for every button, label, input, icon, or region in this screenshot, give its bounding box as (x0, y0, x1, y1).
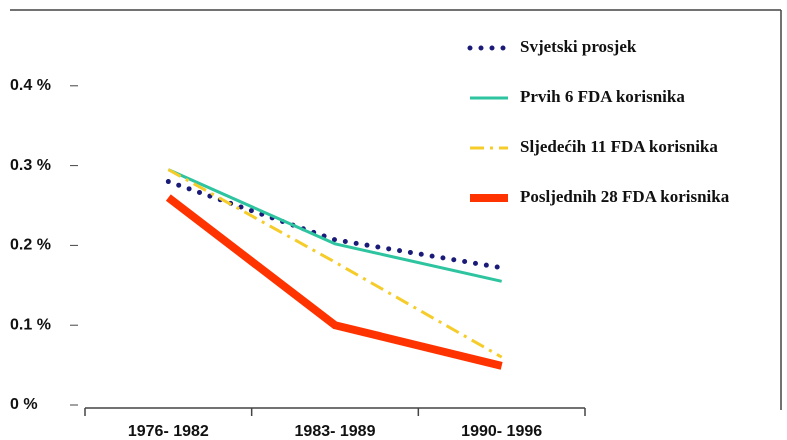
y-tick-label: 0 % (10, 396, 38, 413)
x-tick-label: 1976- 1982 (128, 423, 209, 440)
series-line (165, 179, 505, 271)
series-line (165, 194, 503, 370)
y-tick-label: 0.4 % (10, 77, 51, 94)
y-tick-label: 0.2 % (10, 237, 51, 254)
x-tick-label: 1983- 1989 (295, 423, 376, 440)
y-tick-label: 0.3 % (10, 157, 51, 174)
y-tick-label: 0.1 % (10, 316, 51, 333)
x-tick-label: 1990- 1996 (461, 423, 542, 440)
legend-label: Prvih 6 FDA korisnika (520, 87, 685, 106)
legend-label: Posljednih 28 FDA korisnika (520, 187, 730, 206)
series-line (167, 168, 502, 283)
series-line (167, 168, 503, 359)
legend-label: Sljedećih 11 FDA korisnika (520, 137, 718, 156)
legend-label: Svjetski prosjek (520, 37, 637, 56)
